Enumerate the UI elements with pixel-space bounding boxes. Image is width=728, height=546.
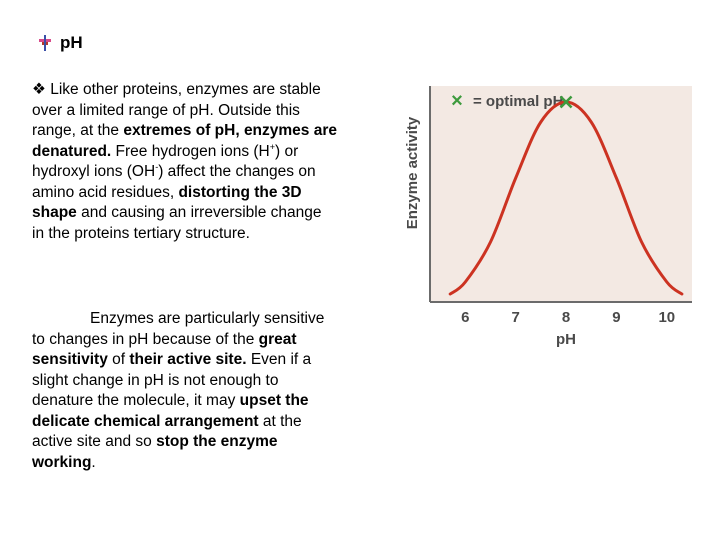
x-tick-label: 8 bbox=[562, 309, 570, 326]
para2-text-2: of bbox=[107, 351, 130, 368]
para2-text-5: . bbox=[91, 453, 96, 471]
hydroxyl-charge: - bbox=[155, 161, 159, 172]
para2-text-1: Enzymes are particularly sensitive to ch… bbox=[32, 310, 325, 348]
plot-background bbox=[430, 86, 692, 302]
para1-text-3: ) or hydroxyl ions (OH bbox=[32, 142, 299, 181]
enzyme-ph-chart: Enzyme activity pH × = optimal pH 6 7 8 9 10 bbox=[404, 86, 692, 348]
x-tick-label: 6 bbox=[461, 309, 469, 326]
para1-text-1: Like other proteins, enzymes are stable … bbox=[32, 81, 321, 139]
para1-text-2: Free hydrogen ions (H bbox=[111, 142, 270, 160]
para1-text-4: ) affect the changes on amino acid resid… bbox=[32, 163, 316, 201]
para2-bold-1: great sensitivity bbox=[32, 330, 297, 369]
paragraph-denaturation: ❖ Like other proteins, enzymes are stabl… bbox=[32, 80, 337, 244]
optimum-marker-stroke bbox=[559, 95, 573, 109]
diamond-bullet-icon: ❖ bbox=[32, 81, 46, 98]
para1-text-5: and causing an irreversible change in th… bbox=[32, 204, 322, 242]
x-tick-label: 10 bbox=[658, 309, 675, 326]
para2-bold-2: their active site. bbox=[129, 351, 247, 368]
x-tick-label: 9 bbox=[612, 309, 620, 326]
legend-label: = optimal pH bbox=[473, 93, 563, 110]
heading-title: pH bbox=[60, 33, 83, 52]
para2-bold-4: stop the enzyme working bbox=[32, 433, 278, 471]
slide-heading: pH bbox=[36, 32, 83, 54]
x-tick-label: 7 bbox=[511, 309, 519, 326]
para1-bold-1: extremes of pH, enzymes are denatured. bbox=[32, 122, 337, 160]
para1-bold-2: distorting the 3D shape bbox=[32, 183, 302, 222]
optimum-marker bbox=[559, 95, 573, 109]
paragraph-active-site: Enzymes are particularly sensitive to ch… bbox=[32, 309, 337, 473]
pin-icon bbox=[39, 35, 51, 51]
para2-bold-3: upset the delicate chemical arrangement bbox=[32, 392, 309, 430]
hydrogen-charge: + bbox=[269, 141, 276, 152]
y-axis-label: Enzyme activity bbox=[404, 116, 421, 229]
x-axis-label: pH bbox=[556, 331, 576, 348]
legend-marker-icon: × bbox=[451, 90, 463, 112]
para2-text-4: at the active site and so bbox=[32, 412, 302, 451]
para2-text-3: Even if a slight change in pH is not eno… bbox=[32, 351, 312, 409]
